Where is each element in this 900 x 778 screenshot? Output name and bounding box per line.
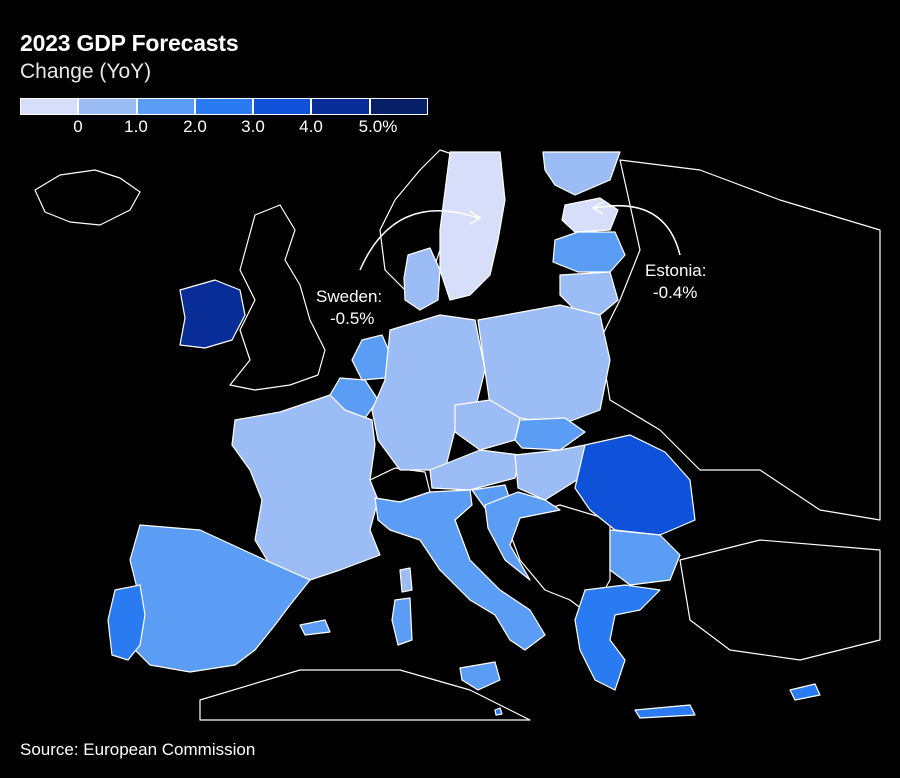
region-portugal [107, 584, 146, 661]
legend-label-4: 4.0 [299, 117, 323, 136]
region-malta [494, 707, 503, 716]
legend-bin-6 [312, 99, 371, 114]
region-austria [429, 449, 521, 491]
estonia-arrow [594, 204, 681, 256]
region-finland [542, 151, 621, 196]
legend-bin-4 [195, 99, 255, 114]
region-slovakia [514, 417, 586, 451]
legend-bin-1 [21, 99, 80, 114]
region-germany [371, 314, 486, 471]
region-denmark [403, 247, 441, 311]
region-estonia [561, 197, 619, 233]
legend-label-1: 1.0 [124, 117, 148, 136]
legend-color-bar [20, 98, 428, 115]
chart-subtitle: Change (YoY) [20, 60, 152, 83]
sweden-value: -0.5% [330, 309, 374, 328]
region-france [231, 394, 381, 581]
region-iceland [34, 169, 141, 226]
region-cyprus [789, 683, 821, 701]
region-romania [574, 434, 696, 536]
region-turkey [679, 539, 881, 661]
region-crete [634, 704, 696, 719]
legend-bin-5 [254, 99, 313, 114]
legend-bin-7 [370, 99, 427, 114]
region-croatia [484, 491, 561, 581]
sweden-label: Sweden: [316, 287, 382, 306]
region-greece [574, 584, 661, 691]
legend-label-2: 2.0 [183, 117, 207, 136]
region-poland [477, 304, 611, 426]
sweden-arrow [359, 210, 479, 271]
region-italy [374, 489, 546, 651]
color-legend: 0 1.0 2.0 3.0 4.0 5.0% [20, 98, 428, 137]
legend-label-0: 0 [73, 117, 83, 136]
region-sweden [439, 151, 506, 301]
region-ireland [179, 279, 246, 349]
legend-label-3: 3.0 [241, 117, 265, 136]
region-north-africa [199, 669, 531, 721]
region-bulgaria [609, 529, 681, 586]
legend-bin-3 [137, 99, 196, 114]
region-latvia [552, 231, 626, 273]
estonia-label: Estonia: [645, 261, 706, 280]
region-hungary [514, 444, 586, 501]
legend-label-5: 5.0% [358, 117, 398, 136]
legend-bin-2 [79, 99, 138, 114]
chart-title: 2023 GDP Forecasts [20, 30, 239, 56]
region-sicily [459, 661, 501, 691]
region-sardinia [391, 597, 413, 646]
region-eastern-europe [599, 159, 881, 521]
sweden-arrowhead [469, 210, 482, 225]
source-note: Source: European Commission [20, 740, 256, 759]
region-great-britain [229, 204, 326, 391]
estonia-value: -0.4% [653, 283, 697, 302]
estonia-arrowhead [591, 201, 604, 215]
region-corsica [399, 567, 413, 593]
region-balearic [299, 619, 331, 636]
legend-labels: 0 1.0 2.0 3.0 4.0 5.0% [20, 115, 428, 137]
